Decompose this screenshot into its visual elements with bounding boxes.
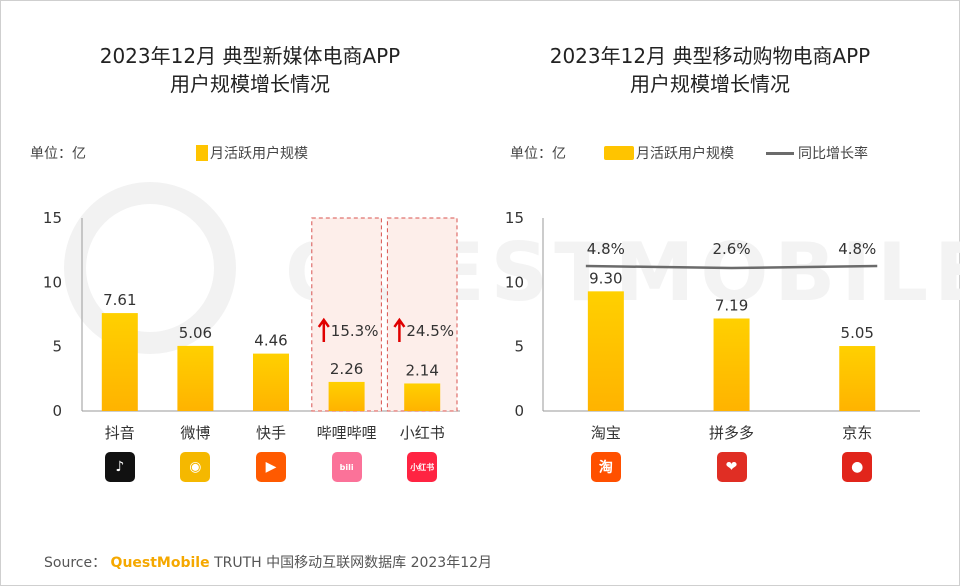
chart2-legend-line-label: 同比增长率 <box>798 146 868 162</box>
bar-value-label: 5.05 <box>841 324 874 342</box>
bar-value-label: 9.30 <box>589 269 622 287</box>
xiaohongshu-icon: 小红书 <box>407 452 438 482</box>
chart2-y-tick-label: 0 <box>514 402 524 420</box>
growth-rate-label: 2.6% <box>712 240 750 258</box>
chart2-title-line1: 2023年12月 典型移动购物电商APP <box>549 44 871 68</box>
chart2-title: 2023年12月 典型移动购物电商APP 用户规模增长情况 <box>520 42 900 98</box>
bar-value-label: 2.26 <box>330 360 363 378</box>
bar <box>328 381 365 411</box>
legend-bar-swatch <box>604 146 634 160</box>
category-label: 抖音 <box>105 424 135 442</box>
chart1-title: 2023年12月 典型新媒体电商APP 用户规模增长情况 <box>60 42 440 98</box>
category-label: 小红书 <box>400 424 445 442</box>
chart2-y-tick-label: 5 <box>514 338 524 356</box>
category-label: 哔哩哔哩 <box>317 424 377 442</box>
category-label: 淘宝 <box>591 424 621 442</box>
douyin-icon: ♪ <box>104 452 135 482</box>
chart1-title-line2: 用户规模增长情况 <box>170 72 330 96</box>
chart2-y-tick-label: 15 <box>505 209 524 227</box>
bilibili-icon: bili <box>331 452 362 482</box>
growth-rate-label: 15.3% <box>331 322 379 340</box>
growth-rate-label: 4.8% <box>838 240 876 258</box>
bar <box>253 353 289 411</box>
bar-value-label: 4.46 <box>254 332 287 350</box>
bar <box>404 383 441 411</box>
chart2-legend-bar: 月活跃用户规模 <box>604 143 734 163</box>
chart1-title-line1: 2023年12月 典型新媒体电商APP <box>99 44 401 68</box>
weibo-icon: ◉ <box>180 452 211 482</box>
source-brand: QuestMobile <box>110 555 210 571</box>
category-label: 微博 <box>180 424 210 442</box>
source-prefix: Source： <box>44 555 107 571</box>
chart2-legend-line: 同比增长率 <box>766 143 868 163</box>
chart2-title-line2: 用户规模增长情况 <box>630 72 790 96</box>
growth-up-arrow-icon <box>317 317 330 342</box>
taobao-icon: 淘 <box>590 452 621 482</box>
chart1-y-tick-label: 0 <box>52 402 62 420</box>
highlight-box <box>311 217 382 412</box>
chart2-y-tick-label: 10 <box>505 273 524 291</box>
legend-line-swatch <box>766 151 794 155</box>
bar <box>177 345 214 411</box>
category-label: 快手 <box>256 424 286 442</box>
source-rest: TRUTH 中国移动互联网数据库 2023年12月 <box>214 555 493 571</box>
kuaishou-icon: ▶ <box>256 452 286 482</box>
bar <box>839 346 876 411</box>
category-label: 京东 <box>842 424 872 442</box>
bar-value-label: 5.06 <box>179 324 212 342</box>
bar-value-label: 7.19 <box>715 296 748 314</box>
growth-rate-label: 4.8% <box>587 240 625 258</box>
chart1-y-tick-label: 15 <box>43 209 62 227</box>
bar <box>101 313 138 411</box>
chart1-legend-bar: 月活跃用户规模 <box>196 143 308 163</box>
bar <box>713 318 750 411</box>
chart2-legend-bar-label: 月活跃用户规模 <box>636 146 734 162</box>
source-line: Source： QuestMobile TRUTH 中国移动互联网数据库 202… <box>44 552 492 572</box>
legend-bar-swatch <box>196 145 208 161</box>
highlight-box <box>386 217 458 412</box>
bar-value-label: 7.61 <box>103 291 136 309</box>
jd-icon: ● <box>842 452 873 482</box>
chart1-legend-bar-label: 月活跃用户规模 <box>210 146 308 162</box>
bar-value-label: 2.14 <box>405 361 438 379</box>
chart1-y-tick-label: 5 <box>52 338 62 356</box>
pinduoduo-icon: ❤ <box>716 452 747 482</box>
growth-rate-line <box>585 264 878 270</box>
category-label: 拼多多 <box>709 424 754 442</box>
bar <box>587 291 624 411</box>
growth-rate-label: 24.5% <box>406 322 454 340</box>
growth-up-arrow-icon <box>393 317 406 342</box>
chart1-unit: 单位：亿 <box>30 146 86 162</box>
chart1-y-tick-label: 10 <box>43 273 62 291</box>
chart2-unit: 单位：亿 <box>510 146 566 162</box>
